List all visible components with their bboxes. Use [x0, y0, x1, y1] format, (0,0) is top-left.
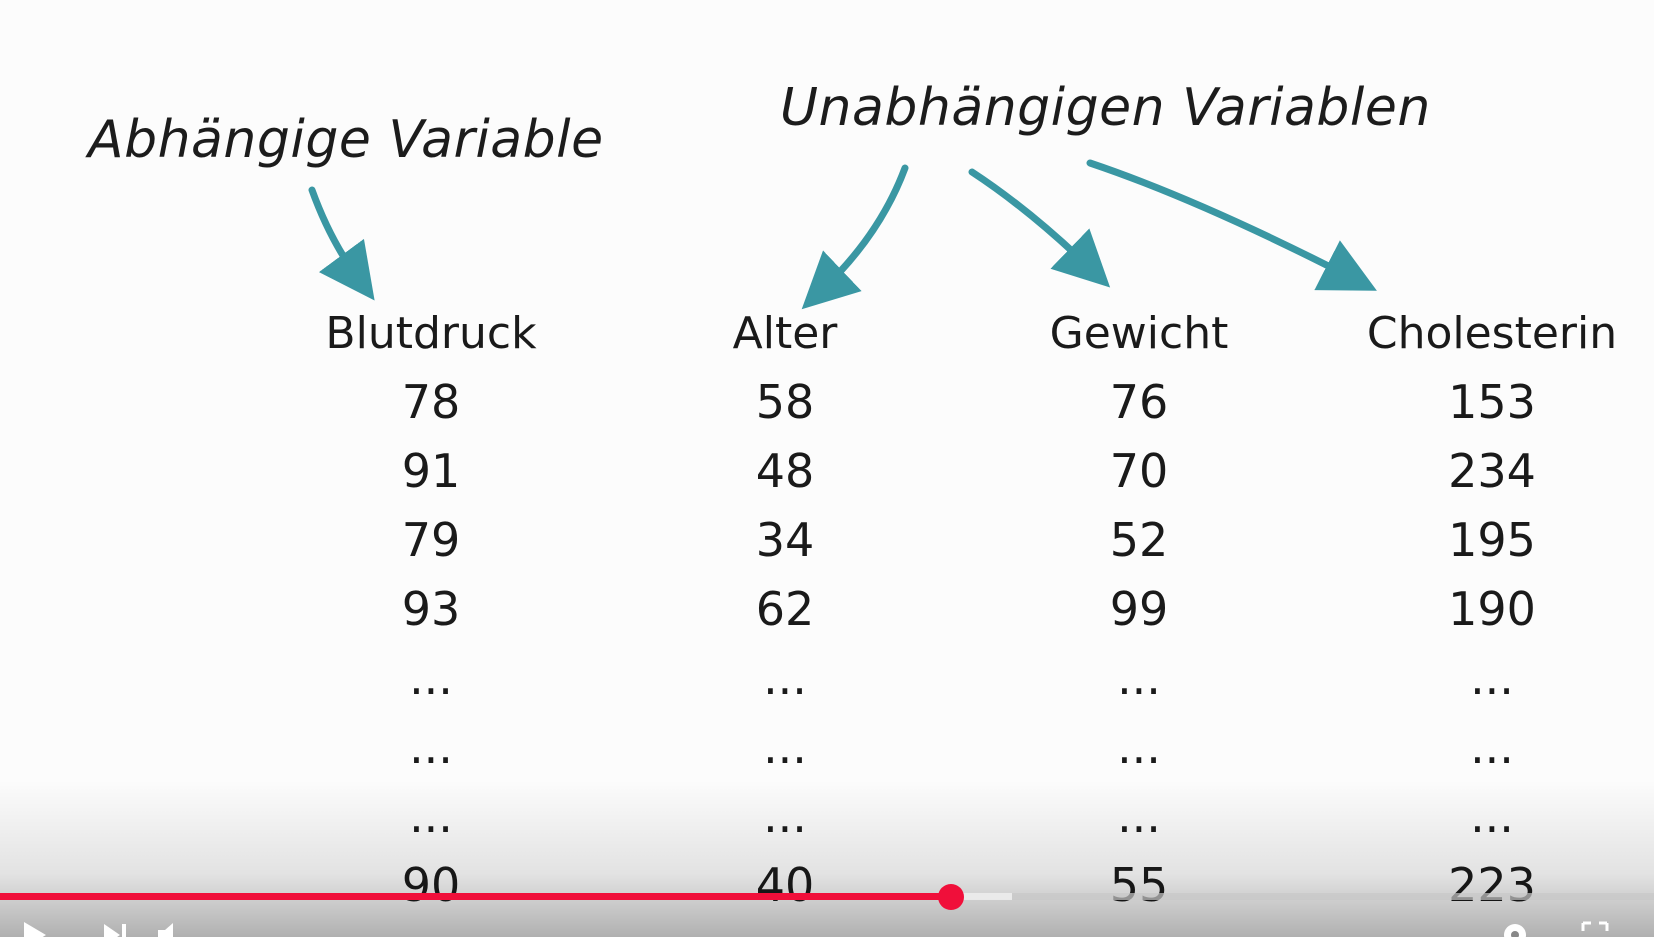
progress-scrubber[interactable] — [938, 884, 965, 910]
play-icon[interactable] — [20, 920, 50, 937]
table-cell: 195 — [1448, 513, 1536, 567]
ellipsis-cell: ... — [1470, 720, 1514, 774]
ellipsis-cell: ... — [763, 651, 807, 705]
table-cell: 52 — [1109, 513, 1169, 567]
table-cell: 153 — [1448, 375, 1536, 429]
table-cell: 78 — [401, 375, 461, 429]
column-header: Cholesterin — [1366, 308, 1618, 359]
table-cell: 91 — [401, 444, 461, 498]
table-cell: 40 — [755, 858, 815, 912]
column-header: Blutdruck — [325, 308, 537, 359]
table-cell: 34 — [755, 513, 815, 567]
column-cholesterin: Cholesterin 153 234 195 190 ... ... ... … — [1342, 300, 1642, 920]
column-gewicht: Gewicht 76 70 52 99 ... ... ... 55 — [989, 300, 1289, 920]
table-cell: 55 — [1109, 858, 1169, 912]
table-cell: 70 — [1109, 444, 1169, 498]
ellipsis-cell: ... — [1117, 789, 1161, 843]
ellipsis-cell: ... — [763, 789, 807, 843]
table-cell: 79 — [401, 513, 461, 567]
progress-bar[interactable] — [0, 893, 1654, 900]
arrow-to-alter — [801, 164, 909, 310]
table-cell: 190 — [1448, 582, 1536, 636]
table-cell: 99 — [1109, 582, 1169, 636]
arrow-to-gewicht — [968, 168, 1111, 288]
table-cell: 58 — [755, 375, 815, 429]
column-blutdruck: Blutdruck 78 91 79 93 ... ... ... 90 — [281, 300, 581, 920]
table-cell: 48 — [755, 444, 815, 498]
next-icon[interactable] — [100, 920, 130, 937]
column-alter: Alter 58 48 34 62 ... ... ... 40 — [635, 300, 935, 920]
arrow-to-blutdruck — [308, 186, 375, 301]
fullscreen-icon[interactable] — [1580, 920, 1610, 937]
column-header: Gewicht — [1049, 308, 1229, 359]
ellipsis-cell: ... — [409, 789, 453, 843]
table-cell: 90 — [401, 858, 461, 912]
ellipsis-cell: ... — [1470, 789, 1514, 843]
ellipsis-cell: ... — [409, 720, 453, 774]
ellipsis-cell: ... — [409, 651, 453, 705]
table-cell: 93 — [401, 582, 461, 636]
progress-played — [0, 893, 952, 900]
independent-variables-label: Unabhängigen Variablen — [780, 78, 1431, 138]
table-cell: 62 — [755, 582, 815, 636]
column-header: Alter — [732, 308, 838, 359]
ellipsis-cell: ... — [1117, 651, 1161, 705]
ellipsis-cell: ... — [1117, 720, 1161, 774]
volume-icon[interactable] — [155, 920, 189, 937]
table-cell: 234 — [1448, 444, 1536, 498]
table-cell: 76 — [1109, 375, 1169, 429]
arrow-to-cholesterin — [1086, 159, 1377, 291]
settings-icon[interactable] — [1500, 920, 1530, 937]
player-controls — [0, 912, 1654, 937]
dependent-variable-label: Abhängige Variable — [88, 110, 604, 170]
table-cell: 223 — [1448, 858, 1536, 912]
ellipsis-cell: ... — [763, 720, 807, 774]
ellipsis-cell: ... — [1470, 651, 1514, 705]
